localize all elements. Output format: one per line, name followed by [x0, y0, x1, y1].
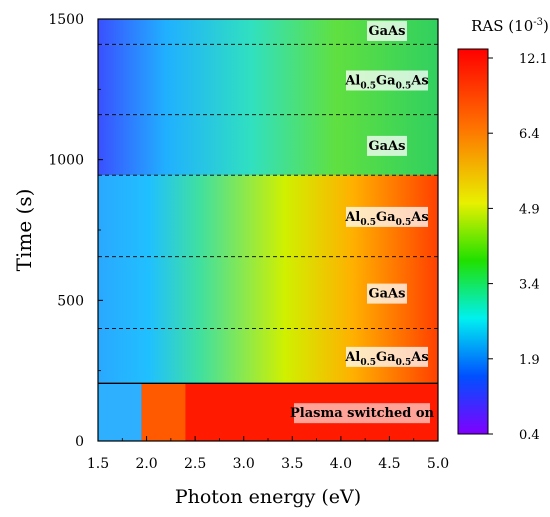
x-axis-label: Photon energy (eV) — [175, 486, 361, 508]
heatmap-band — [141, 383, 186, 441]
layer-label: Al0.5Ga0.5As — [344, 350, 428, 368]
y-axis-label: Time (s) — [12, 189, 36, 272]
layer-label: GaAs — [369, 139, 406, 154]
colorbar-tick-label: 4.9 — [519, 202, 540, 217]
x-tick-label: 3.0 — [233, 456, 255, 472]
layer-label: Al0.5Ga0.5As — [344, 210, 428, 228]
layer-label: Plasma switched on — [290, 406, 435, 421]
colorbar-tick-label: 12.1 — [519, 52, 548, 67]
colorbar-tick-label: 6.4 — [519, 127, 540, 142]
x-tick-label: 4.0 — [330, 456, 352, 472]
x-tick-label: 2.5 — [184, 456, 206, 472]
layer-label-background — [294, 403, 430, 424]
layer-label-background — [367, 21, 407, 41]
colorbar-title: RAS (10-3) — [471, 17, 549, 35]
x-tick-label: 2.0 — [135, 456, 157, 472]
y-tick-label: 1500 — [48, 12, 84, 28]
colorbar-tick-label: 0.4 — [519, 428, 540, 443]
colorbar-gradient — [457, 48, 489, 435]
y-tick-label: 500 — [57, 293, 84, 309]
x-tick-label: 1.5 — [87, 456, 109, 472]
layer-label: GaAs — [369, 287, 406, 302]
colorbar-tick-label: 3.4 — [519, 278, 540, 293]
x-axis-ticks: 1.5 2.0 2.5 3.0 3.5 4.0 4.5 5.0 — [87, 436, 449, 472]
layer-label: GaAs — [369, 24, 406, 39]
y-tick-label: 0 — [75, 434, 84, 450]
layer-labels: Plasma switched on Al0.5Ga0.5As GaAs Al0.5G… — [290, 21, 435, 424]
layer-label: Al0.5Ga0.5As — [344, 73, 428, 91]
x-tick-label: 5.0 — [427, 456, 449, 472]
layer-label-background — [346, 70, 428, 91]
layer-label-background — [346, 346, 428, 367]
y-axis-ticks: 0 500 1000 1500 — [48, 12, 103, 450]
layer-label-background — [346, 206, 428, 227]
layer-label-background — [367, 283, 407, 304]
x-tick-label: 4.5 — [378, 456, 400, 472]
layer-label-background — [367, 135, 407, 156]
heatmap-band — [98, 383, 142, 441]
colorbar: RAS (10-3) 12.1 6.4 4.9 3.4 1.9 0.4 — [457, 17, 549, 443]
x-tick-label: 3.5 — [281, 456, 303, 472]
colorbar-ticks: 12.1 6.4 4.9 3.4 1.9 0.4 — [488, 52, 548, 443]
colorbar-tick-label: 1.9 — [519, 353, 540, 368]
y-tick-label: 1000 — [48, 153, 84, 169]
layer-boundaries — [98, 43, 438, 384]
